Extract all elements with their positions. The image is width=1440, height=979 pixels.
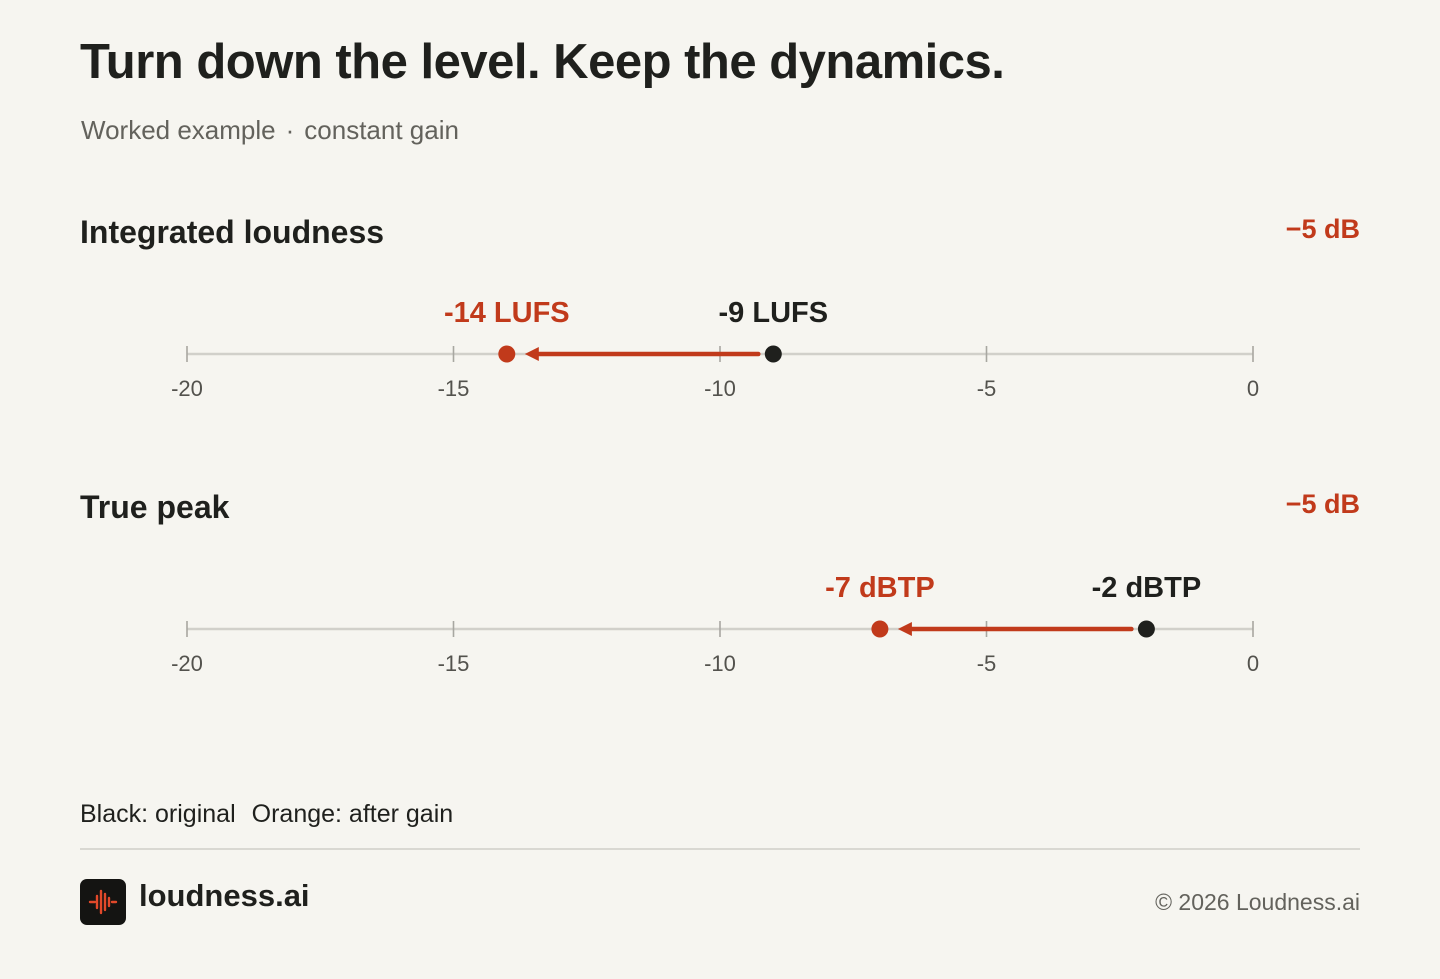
change-arrow-head xyxy=(897,622,912,636)
original-value-label: -2 dBTP xyxy=(1092,572,1202,604)
original-point xyxy=(1137,620,1155,638)
loudness-chart: -20 -15 -10 -5 0 -9 LUFS -14 LUFS xyxy=(171,297,1259,401)
tick-label: -15 xyxy=(438,376,470,401)
tick-label: -10 xyxy=(704,376,736,401)
tick-label: -5 xyxy=(977,651,997,676)
tick-label: 0 xyxy=(1247,651,1259,676)
tick-label: -15 xyxy=(438,651,470,676)
after-point xyxy=(498,345,516,363)
subtitle-left: Worked example xyxy=(81,115,276,145)
legend-after: Orange: after gain xyxy=(251,800,454,828)
after-point xyxy=(871,620,889,638)
after-value-label: -7 dBTP xyxy=(825,572,935,604)
true-peak-chart: -20 -15 -10 -5 0 -2 dBTP -7 dBTP xyxy=(171,572,1259,676)
tick-label: -20 xyxy=(171,651,203,676)
copyright: © 2026 Loudness.ai xyxy=(1155,889,1360,915)
subtitle: Worked example · constant gain xyxy=(81,115,459,146)
true-peak-delta-label: −5 dB xyxy=(1285,489,1360,519)
footer-divider xyxy=(80,848,1360,850)
loudness-delta-label: −5 dB xyxy=(1285,214,1360,244)
loudness-chart-title: Integrated loudness xyxy=(80,214,385,250)
subtitle-right: constant gain xyxy=(304,115,459,145)
tick-label: -5 xyxy=(977,376,997,401)
legend: Black: original Orange: after gain xyxy=(80,800,453,829)
original-point xyxy=(764,345,782,363)
waveform-icon xyxy=(88,889,118,915)
change-arrow-head xyxy=(524,347,539,361)
page-title: Turn down the level. Keep the dynamics. xyxy=(80,35,1005,89)
brand-name[interactable]: loudness.ai xyxy=(139,878,310,913)
tick-label: -20 xyxy=(171,376,203,401)
tick-label: 0 xyxy=(1247,376,1259,401)
subtitle-separator: · xyxy=(285,115,295,145)
original-value-label: -9 LUFS xyxy=(719,297,829,329)
legend-original: Black: original xyxy=(80,800,236,828)
tick-label: -10 xyxy=(704,651,736,676)
logo xyxy=(80,879,126,925)
after-value-label: -14 LUFS xyxy=(444,297,570,329)
true-peak-chart-title: True peak xyxy=(80,489,230,525)
